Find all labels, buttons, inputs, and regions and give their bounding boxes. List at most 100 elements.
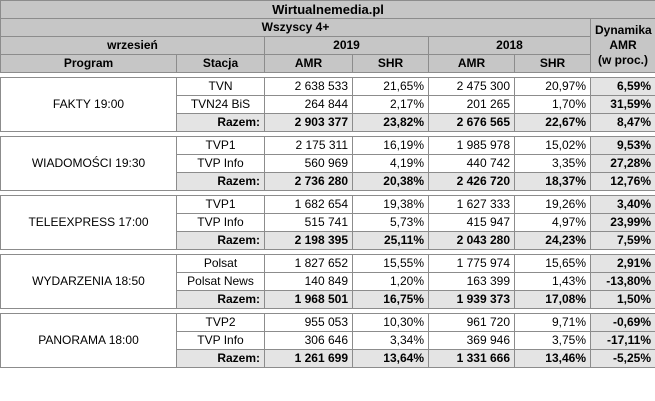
dyn-line-2: AMR: [609, 38, 637, 52]
station-cell: TVN: [176, 77, 265, 96]
amr-2019-cell: 560 969: [264, 154, 353, 173]
shr-2018-cell: 13,46%: [514, 349, 591, 368]
amr-2018-cell: 2 475 300: [428, 77, 515, 96]
program-name: TELEEXPRESS 17:00: [0, 195, 177, 250]
program-header: Program: [0, 54, 177, 73]
shr-2018-cell: 20,97%: [514, 77, 591, 96]
station-cell: Polsat: [176, 254, 265, 273]
amr-2018-cell: 163 399: [428, 272, 515, 291]
amr-2019-cell: 515 741: [264, 213, 353, 232]
total-row: Razem: 2 736 280 20,38% 2 426 720 18,37% 12,7…: [1, 172, 655, 191]
shr-2019-cell: 4,19%: [352, 154, 429, 173]
shr-2019-cell: 21,65%: [352, 77, 429, 96]
amr-2018-cell: 2 043 280: [428, 231, 515, 250]
shr-2018-cell: 24,23%: [514, 231, 591, 250]
shr-2018-cell: 15,65%: [514, 254, 591, 273]
dynamics-cell: 9,53%: [590, 136, 655, 155]
shr-2019-cell: 20,38%: [352, 172, 429, 191]
shr-2019-cell: 23,82%: [352, 113, 429, 132]
dynamics-cell: 12,76%: [590, 172, 655, 191]
dyn-line-1: Dynamika: [595, 23, 652, 37]
amr-2018-cell: 201 265: [428, 95, 515, 114]
dynamics-cell: -17,11%: [590, 331, 655, 350]
amr-2019-cell: 1 827 652: [264, 254, 353, 273]
shr-2019-header: SHR: [352, 54, 429, 73]
amr-2019-cell: 2 198 395: [264, 231, 353, 250]
amr-2018-cell: 2 426 720: [428, 172, 515, 191]
station-cell: Razem:: [176, 113, 265, 132]
shr-2019-cell: 16,19%: [352, 136, 429, 155]
shr-2018-cell: 19,26%: [514, 195, 591, 214]
amr-2019-cell: 2 638 533: [264, 77, 353, 96]
dynamics-cell: 31,59%: [590, 95, 655, 114]
amr-2019-cell: 306 646: [264, 331, 353, 350]
shr-2019-cell: 3,34%: [352, 331, 429, 350]
amr-2018-cell: 1 331 666: [428, 349, 515, 368]
shr-2019-cell: 16,75%: [352, 290, 429, 309]
table-row: Polsat News 140 849 1,20% 163 399 1,43% -13,8…: [1, 272, 655, 291]
year-2019-header: 2019: [264, 36, 429, 55]
amr-2019-cell: 2 903 377: [264, 113, 353, 132]
amr-2019-cell: 2 736 280: [264, 172, 353, 191]
amr-2018-cell: 1 985 978: [428, 136, 515, 155]
shr-2019-cell: 2,17%: [352, 95, 429, 114]
dynamics-cell: 7,59%: [590, 231, 655, 250]
amr-2019-cell: 140 849: [264, 272, 353, 291]
table-row: PANORAMA 18:00 TVP2 955 053 10,30% 961 720 9,…: [0, 313, 655, 368]
amr-2018-cell: 369 946: [428, 331, 515, 350]
shr-2019-cell: 25,11%: [352, 231, 429, 250]
shr-2019-cell: 19,38%: [352, 195, 429, 214]
amr-2018-cell: 961 720: [428, 313, 515, 332]
shr-2018-cell: 1,70%: [514, 95, 591, 114]
amr-2018-header: AMR: [428, 54, 515, 73]
site-title: Wirtualnemedia.pl: [0, 0, 655, 19]
period-label: wrzesień: [0, 36, 265, 55]
dyn-line-3: (w proc.): [598, 53, 648, 67]
amr-2019-cell: 1 968 501: [264, 290, 353, 309]
station-cell: TVP Info: [176, 213, 265, 232]
year-2018-header: 2018: [428, 36, 591, 55]
dynamics-cell: 1,50%: [590, 290, 655, 309]
dynamics-cell: 8,47%: [590, 113, 655, 132]
dynamics-cell: 6,59%: [590, 77, 655, 96]
table-row: WYDARZENIA 18:50 Polsat 1 827 652 15,55% 1 7…: [0, 254, 655, 309]
station-cell: Razem:: [176, 349, 265, 368]
station-cell: TVP2: [176, 313, 265, 332]
dynamics-cell: -0,69%: [590, 313, 655, 332]
station-cell: TVP Info: [176, 154, 265, 173]
amr-2018-cell: 1 627 333: [428, 195, 515, 214]
program-name: PANORAMA 18:00: [0, 313, 177, 368]
station-cell: TVN24 BiS: [176, 95, 265, 114]
dynamics-cell: -13,80%: [590, 272, 655, 291]
amr-2019-cell: 2 175 311: [264, 136, 353, 155]
shr-2019-cell: 5,73%: [352, 213, 429, 232]
amr-2019-cell: 264 844: [264, 95, 353, 114]
station-cell: Razem:: [176, 290, 265, 309]
dynamics-header: Dynamika AMR (w proc.): [590, 18, 655, 73]
table-row: WIADOMOŚCI 19:30 TVP1 2 175 311 16,19% 1 985…: [0, 136, 655, 191]
amr-2019-cell: 1 682 654: [264, 195, 353, 214]
program-name: WIADOMOŚCI 19:30: [0, 136, 177, 191]
table-body: FAKTY 19:00 TVN 2 638 533 21,65% 2 475 300 20…: [0, 72, 655, 368]
table-row: FAKTY 19:00 TVN 2 638 533 21,65% 2 475 300 20…: [0, 77, 655, 132]
shr-2018-cell: 9,71%: [514, 313, 591, 332]
station-header: Stacja: [176, 54, 265, 73]
shr-2019-cell: 15,55%: [352, 254, 429, 273]
shr-2018-header: SHR: [514, 54, 591, 73]
amr-2018-cell: 2 676 565: [428, 113, 515, 132]
table-row: TVP Info 560 969 4,19% 440 742 3,35% 27,28%: [1, 154, 655, 173]
shr-2019-cell: 10,30%: [352, 313, 429, 332]
dynamics-cell: 23,99%: [590, 213, 655, 232]
table-row: TVP Info 515 741 5,73% 415 947 4,97% 23,99%: [1, 213, 655, 232]
dynamics-cell: 27,28%: [590, 154, 655, 173]
dynamics-cell: 3,40%: [590, 195, 655, 214]
shr-2018-cell: 1,43%: [514, 272, 591, 291]
amr-2019-cell: 955 053: [264, 313, 353, 332]
amr-2018-cell: 440 742: [428, 154, 515, 173]
total-row: Razem: 1 261 699 13,64% 1 331 666 13,46% -5,2…: [1, 349, 655, 368]
ratings-table: Wirtualnemedia.pl Wszyscy 4+ Dynamika AM…: [0, 0, 655, 368]
shr-2018-cell: 3,75%: [514, 331, 591, 350]
table-row: TVN24 BiS 264 844 2,17% 201 265 1,70% 31,59%: [1, 95, 655, 114]
amr-2018-cell: 1 775 974: [428, 254, 515, 273]
station-cell: Polsat News: [176, 272, 265, 291]
